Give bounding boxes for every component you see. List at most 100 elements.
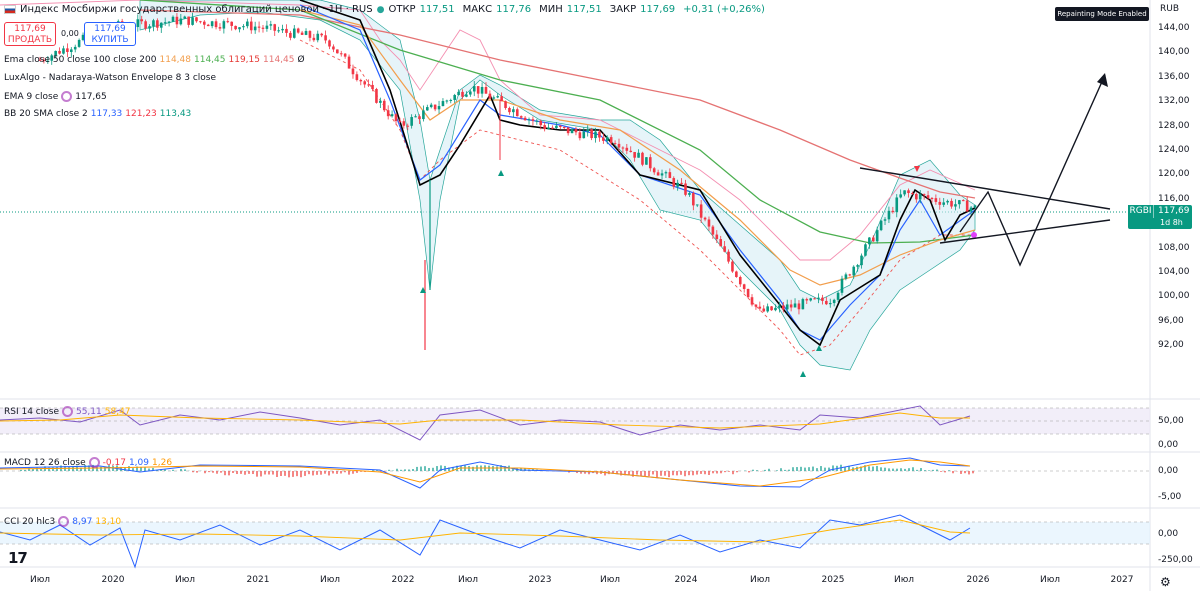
macd-histogram-bar bbox=[936, 469, 938, 471]
candle-body bbox=[472, 86, 476, 92]
candle-body bbox=[758, 306, 762, 309]
cci-legend[interactable]: CCI 20 hlc3 8,97 13,10 bbox=[4, 516, 121, 527]
macd-histogram-bar bbox=[880, 467, 882, 471]
macd-histogram-bar bbox=[816, 468, 818, 471]
candle-body bbox=[429, 104, 433, 108]
candle-body bbox=[778, 305, 781, 308]
macd-histogram-bar bbox=[876, 465, 878, 471]
candle-body bbox=[875, 230, 879, 242]
rsi-legend[interactable]: RSI 14 close 55,11 58,47 bbox=[4, 406, 131, 417]
tradingview-logo-icon[interactable]: 17 bbox=[8, 549, 28, 567]
macd-histogram-bar bbox=[32, 468, 34, 471]
macd-histogram-bar bbox=[196, 471, 198, 473]
symbol-title[interactable]: Индекс Мосбиржи государственных облигаци… bbox=[20, 4, 373, 15]
candle-body bbox=[782, 305, 785, 310]
visibility-eye-icon[interactable] bbox=[61, 91, 73, 102]
price-axis-label: 104,00 bbox=[1158, 267, 1190, 277]
macd-histogram-bar bbox=[788, 469, 790, 471]
macd-histogram-bar bbox=[20, 469, 22, 471]
candle-body bbox=[821, 297, 824, 301]
macd-histogram-bar bbox=[300, 471, 302, 478]
candle-body bbox=[269, 24, 273, 26]
macd-histogram-bar bbox=[192, 471, 194, 473]
visibility-eye-icon[interactable] bbox=[61, 406, 73, 417]
macd-histogram-bar bbox=[228, 471, 230, 476]
macd-histogram-bar bbox=[260, 471, 262, 477]
macd-histogram-bar bbox=[384, 471, 386, 472]
visibility-eye-icon[interactable] bbox=[58, 516, 70, 527]
candle-body bbox=[312, 37, 316, 41]
candle-body bbox=[903, 190, 906, 195]
candle-body bbox=[257, 26, 261, 28]
candle-body bbox=[934, 198, 938, 202]
macd-histogram-bar bbox=[404, 469, 406, 471]
candle-body bbox=[813, 298, 816, 300]
currency-label[interactable]: RUB bbox=[1160, 4, 1180, 14]
buy-button[interactable]: 117,69 КУПИТЬ bbox=[84, 22, 136, 46]
macd-histogram-bar bbox=[676, 471, 678, 476]
time-axis-label: Июл bbox=[893, 575, 915, 585]
candle-body bbox=[426, 107, 429, 111]
candle-body bbox=[191, 17, 194, 25]
candle-body bbox=[504, 101, 507, 108]
candle-body bbox=[551, 127, 554, 129]
macd-histogram-bar bbox=[952, 471, 954, 474]
candle-body bbox=[664, 172, 668, 174]
candle-body bbox=[46, 60, 50, 62]
candle-body bbox=[860, 255, 863, 266]
macd-legend[interactable]: MACD 12 26 close -0,17 1,09 1,26 bbox=[4, 457, 172, 468]
ema-legend[interactable]: Ema close 50 close 100 close 200 114,48 … bbox=[4, 55, 305, 65]
candle-body bbox=[754, 304, 758, 307]
settings-gear-icon[interactable]: ⚙ bbox=[1160, 575, 1171, 589]
candle-body bbox=[422, 110, 425, 120]
macd-histogram-bar bbox=[752, 469, 754, 471]
cci-value: 8,97 bbox=[72, 516, 93, 527]
macd-histogram-bar bbox=[48, 467, 50, 471]
candle-body bbox=[695, 204, 699, 206]
symbol-legend[interactable]: Индекс Мосбиржи государственных облигаци… bbox=[4, 4, 769, 15]
candle-body bbox=[214, 21, 218, 28]
candle-body bbox=[277, 30, 280, 32]
candle-body bbox=[895, 197, 899, 213]
macd-histogram-bar bbox=[904, 468, 906, 471]
macd-line bbox=[0, 457, 971, 489]
macd-histogram-bar bbox=[288, 471, 290, 478]
buy-signal-marker bbox=[420, 287, 426, 293]
candle-body bbox=[81, 34, 85, 40]
rsi-legend-name: RSI 14 close bbox=[4, 406, 59, 417]
price-axis-label: 116,00 bbox=[1158, 193, 1190, 204]
candle-body bbox=[731, 261, 734, 272]
candle-body bbox=[809, 298, 812, 301]
ohlc-low-label: МИН bbox=[539, 4, 563, 15]
ema200-line bbox=[139, 9, 976, 199]
candle-body bbox=[797, 303, 801, 310]
candle-body bbox=[840, 278, 844, 293]
candle-body bbox=[175, 16, 179, 25]
candle-body bbox=[965, 200, 969, 212]
macd-histogram-bar bbox=[872, 466, 874, 471]
price-axis-label: 100,00 bbox=[1158, 291, 1190, 302]
bb-legend[interactable]: BB 20 SMA close 2 117,33 121,23 113,43 bbox=[4, 109, 191, 119]
sell-button[interactable]: 117,69 ПРОДАТЬ bbox=[4, 22, 56, 46]
ema9-legend[interactable]: EMA 9 close 117,65 bbox=[4, 91, 107, 102]
ema9-value: 117,65 bbox=[75, 91, 107, 102]
price-tag-value: 117,69 bbox=[1158, 206, 1190, 216]
time-axis-label: Июл bbox=[599, 575, 621, 585]
price-axis-label: 120,00 bbox=[1158, 169, 1190, 180]
visibility-eye-icon[interactable] bbox=[88, 457, 100, 468]
time-axis-label: Июл bbox=[1039, 575, 1061, 585]
macd-histogram-bar bbox=[316, 471, 318, 475]
macd-histogram-bar bbox=[948, 470, 950, 471]
macd-histogram-bar bbox=[688, 471, 690, 476]
nw-envelope-legend[interactable]: LuxAlgo - Nadaraya-Watson Envelope 8 3 c… bbox=[4, 73, 216, 83]
macd-histogram-bar bbox=[844, 467, 846, 471]
candle-body bbox=[617, 143, 621, 148]
candle-body bbox=[249, 21, 253, 31]
sell-label: ПРОДАТЬ bbox=[7, 35, 53, 45]
nw-center-line bbox=[299, 0, 976, 347]
macd-histogram-bar bbox=[636, 471, 638, 475]
macd-histogram-bar bbox=[320, 471, 322, 475]
price-axis-label: 132,00 bbox=[1158, 96, 1190, 107]
candle-body bbox=[844, 274, 848, 279]
